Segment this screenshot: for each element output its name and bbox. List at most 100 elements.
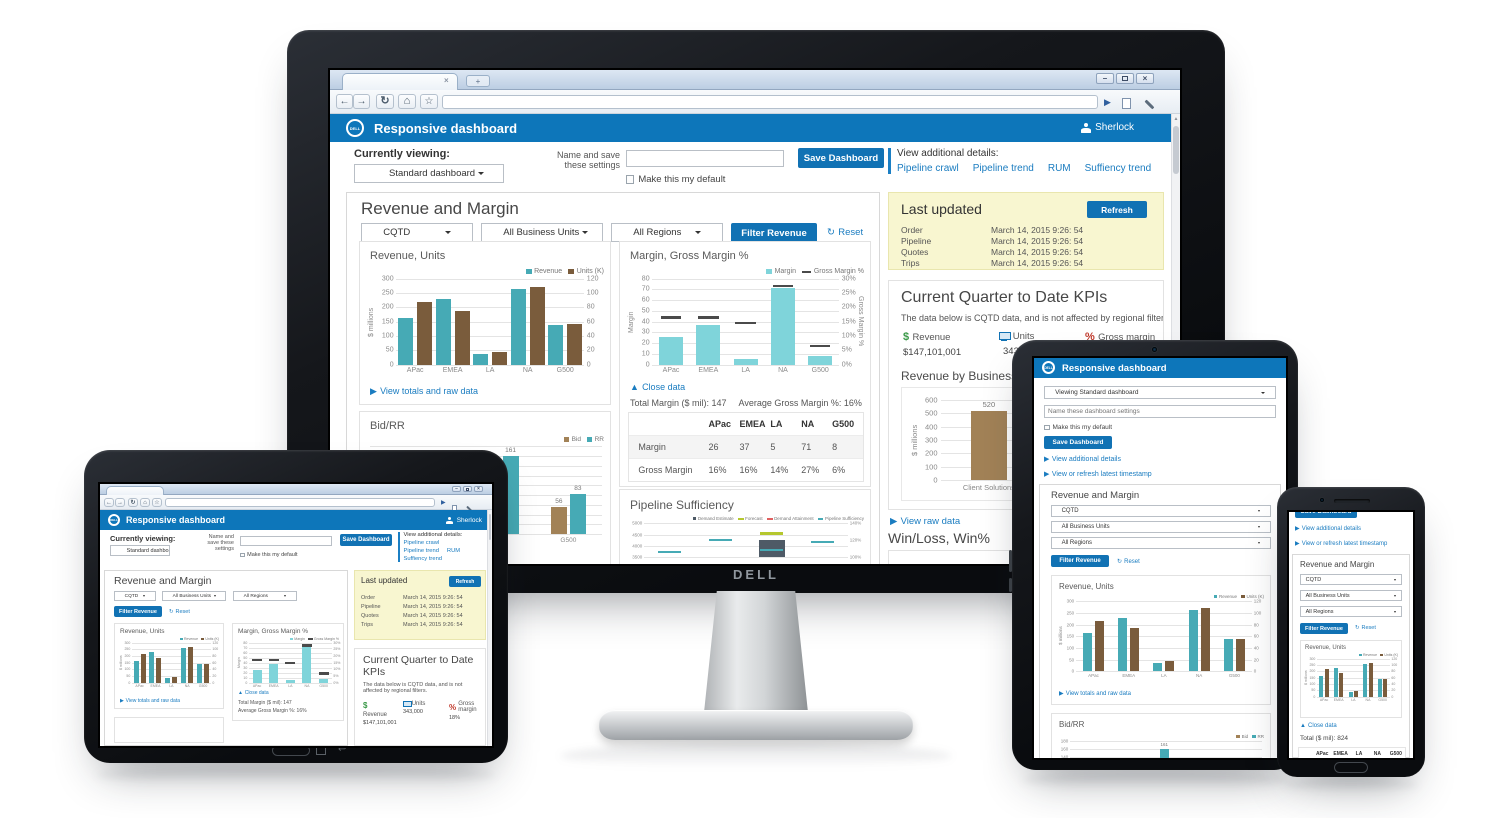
save-dashboard-button[interactable]: Save Dashboard (1295, 512, 1357, 518)
forward-icon[interactable]: → (115, 498, 125, 507)
forward-icon[interactable]: → (353, 94, 370, 109)
maximize-button[interactable] (1116, 73, 1134, 84)
reload-icon[interactable]: ↻ (128, 498, 138, 507)
home-icon[interactable]: ⌂ (398, 94, 416, 109)
view-timestamp-link[interactable]: ▶ View or refresh latest timestamp (1044, 471, 1152, 478)
page-scrollbar[interactable]: ▲ (1171, 114, 1180, 564)
period-select[interactable]: CQTD (1051, 505, 1271, 517)
tablet-power-button[interactable] (1009, 578, 1012, 592)
business-unit-select[interactable]: All Business Units (481, 223, 603, 242)
view-details-link[interactable]: ▶ View additional details (1044, 456, 1121, 463)
page-scrollbar[interactable] (487, 510, 492, 746)
refresh-button[interactable]: Refresh (449, 576, 481, 587)
page-menu-icon[interactable] (1122, 96, 1131, 114)
view-raw-data-link[interactable]: ▶ View raw data (890, 516, 961, 527)
dashboard-select[interactable]: Standard dashboard (110, 545, 170, 556)
wrench-menu-icon[interactable] (1144, 96, 1155, 114)
dashboard-name-input[interactable] (1044, 405, 1276, 418)
minimize-button[interactable]: – (452, 486, 461, 492)
save-dashboard-button[interactable]: Save Dashboard (340, 534, 392, 546)
save-dashboard-button[interactable]: Save Dashboard (1044, 436, 1112, 449)
business-unit-select[interactable]: All Business Units (162, 591, 226, 601)
refresh-button[interactable]: Refresh (1087, 201, 1147, 218)
link-pipeline-crawl[interactable]: Pipeline crawl (403, 540, 440, 546)
link-pipeline-trend[interactable]: Pipeline trend (403, 548, 439, 554)
viewing-select[interactable]: Viewing Standard dashboard (1044, 386, 1276, 399)
scrollbar-thumb[interactable] (1173, 126, 1179, 174)
filter-revenue-button[interactable]: Filter Revenue (1300, 623, 1348, 634)
filter-revenue-button[interactable]: Filter Revenue (114, 606, 162, 617)
home-soft-button[interactable] (272, 745, 310, 756)
period-select[interactable]: CQTD (1300, 574, 1402, 585)
user-menu[interactable]: Sherlock (446, 517, 482, 524)
link-suffiency-trend[interactable]: Suffiency trend (403, 556, 443, 562)
address-bar[interactable] (442, 95, 1098, 109)
go-icon[interactable]: ▶ (441, 500, 446, 506)
bookmark-icon[interactable]: ☆ (152, 498, 162, 507)
close-data-link[interactable]: ▲ Close data (1300, 723, 1337, 729)
user-menu[interactable]: Sherlock (1081, 122, 1134, 133)
close-button[interactable]: × (474, 486, 483, 492)
close-button[interactable]: × (1136, 73, 1154, 84)
close-data-link[interactable]: ▲ Close data (238, 690, 269, 696)
address-bar[interactable] (165, 498, 435, 507)
close-data-link[interactable]: ▲ Close data (630, 382, 686, 392)
region-select[interactable]: All Regions (1051, 537, 1271, 549)
make-default-row[interactable]: Make this my default (626, 174, 725, 185)
browser-tab[interactable] (342, 73, 458, 90)
card-title: Bid/RR (1059, 720, 1085, 729)
tab-close-icon[interactable]: × (444, 76, 449, 85)
make-default-checkbox[interactable] (240, 552, 245, 558)
make-default-checkbox[interactable] (1044, 424, 1050, 431)
period-select[interactable]: CQTD (361, 223, 473, 242)
link-rum[interactable]: RUM (1047, 163, 1071, 174)
reset-link[interactable]: ↻ Reset (1355, 625, 1376, 631)
region-select[interactable]: All Regions (611, 223, 723, 242)
scroll-up-icon[interactable]: ▲ (1173, 116, 1179, 122)
dashboard-name-input[interactable] (240, 536, 332, 546)
business-unit-select[interactable]: All Business Units (1051, 521, 1271, 533)
view-totals-link[interactable]: ▶ View totals and raw data (370, 386, 478, 396)
region-select[interactable]: All Regions (233, 591, 297, 601)
make-default-row[interactable]: Make this my default (1044, 424, 1112, 431)
dashboard-select[interactable]: Standard dashboard (354, 164, 504, 183)
back-icon[interactable]: ← (336, 94, 353, 109)
link-rum[interactable]: RUM (446, 548, 461, 554)
filter-revenue-button[interactable]: Filter Revenue (731, 223, 817, 243)
business-unit-select[interactable]: All Business Units (1300, 590, 1402, 601)
view-timestamp-link[interactable]: ▶ View or refresh latest timestamp (1295, 541, 1388, 547)
new-tab-button[interactable]: + (466, 75, 490, 87)
bookmark-icon[interactable]: ☆ (420, 94, 438, 109)
link-pipeline-crawl[interactable]: Pipeline crawl (897, 163, 959, 174)
dashboard-name-input[interactable] (626, 150, 784, 167)
phone-home-button[interactable] (1334, 762, 1368, 773)
reset-link[interactable]: ↻ Reset (827, 227, 864, 238)
home-icon[interactable]: ⌂ (140, 498, 150, 507)
value-label: 161 (505, 446, 517, 454)
browser-tab[interactable] (106, 486, 164, 495)
reload-icon[interactable]: ↻ (376, 94, 394, 109)
bar-group (690, 279, 727, 365)
link-suffiency-trend[interactable]: Suffiency trend (1084, 163, 1152, 174)
view-details-link[interactable]: ▶ View additional details (1295, 526, 1361, 532)
back-icon[interactable]: ← (104, 498, 114, 507)
scrollbar-thumb[interactable] (489, 514, 491, 540)
tablet-volume-button[interactable] (1009, 550, 1012, 572)
recents-soft-icon[interactable] (316, 747, 326, 755)
make-default-checkbox[interactable] (626, 175, 635, 184)
back-soft-icon[interactable]: ↩ (338, 744, 347, 755)
maximize-button[interactable] (463, 486, 472, 492)
link-pipeline-trend[interactable]: Pipeline trend (972, 163, 1034, 174)
go-icon[interactable]: ▶ (1104, 97, 1111, 107)
make-default-row[interactable]: Make this my default (240, 552, 298, 558)
filter-revenue-button[interactable]: Filter Revenue (1051, 555, 1109, 567)
reset-link[interactable]: ↻ Reset (1117, 559, 1140, 565)
x-axis-label: LA (485, 366, 495, 374)
save-dashboard-button[interactable]: Save Dashboard (798, 148, 884, 168)
minimize-button[interactable]: – (1096, 73, 1114, 84)
reset-link[interactable]: ↻ Reset (169, 609, 190, 615)
view-totals-link[interactable]: ▶ View totals and raw data (1059, 691, 1131, 697)
period-select[interactable]: CQTD (114, 591, 156, 601)
view-totals-link[interactable]: ▶ View totals and raw data (120, 698, 180, 704)
region-select[interactable]: All Regions (1300, 606, 1402, 617)
